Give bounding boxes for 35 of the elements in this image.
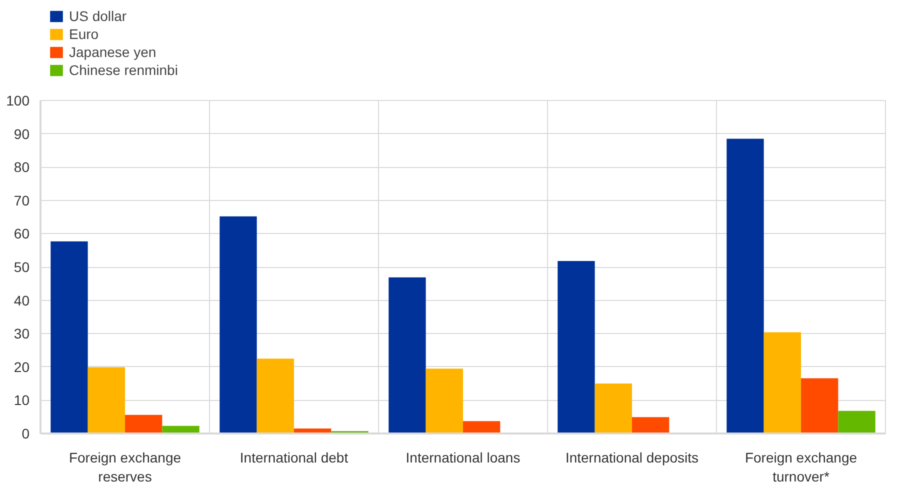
bar — [726, 138, 764, 434]
legend-label: Japanese yen — [69, 44, 156, 60]
y-tick-label: 80 — [14, 159, 30, 176]
y-tick-label: 100 — [6, 92, 30, 108]
y-tick-label: 90 — [14, 126, 30, 142]
bar — [88, 367, 125, 434]
bar — [764, 332, 801, 434]
bar — [125, 414, 162, 434]
y-tick-label: 70 — [14, 192, 30, 208]
bar — [50, 241, 88, 434]
y-tick-label: 20 — [14, 358, 30, 375]
bar — [426, 368, 463, 434]
legend-label: Euro — [69, 26, 99, 42]
x-tick-label: International deposits — [565, 450, 699, 466]
bar — [463, 421, 500, 434]
bar — [220, 216, 257, 434]
y-tick-label: 30 — [14, 326, 30, 342]
bar — [801, 378, 838, 434]
y-tick-label: 60 — [14, 226, 30, 242]
bar — [838, 410, 876, 434]
x-tick-label: Foreign exchange reserves — [68, 450, 182, 485]
bar — [594, 384, 632, 434]
x-tick-label: International debt — [240, 450, 348, 466]
x-tick-label: Foreign exchange turnover* — [744, 450, 858, 485]
bar — [632, 417, 670, 434]
legend-label: Chinese renminbi — [69, 62, 178, 78]
bar — [558, 261, 595, 434]
x-tick-label: International loans — [406, 450, 520, 466]
y-tick-label: 50 — [14, 259, 30, 275]
bar — [388, 277, 426, 434]
y-tick-label: 0 — [22, 426, 30, 442]
legend-label: US dollar — [69, 8, 127, 24]
y-tick-label: 40 — [14, 292, 30, 308]
y-tick-label: 10 — [14, 392, 30, 408]
bar — [256, 358, 294, 434]
